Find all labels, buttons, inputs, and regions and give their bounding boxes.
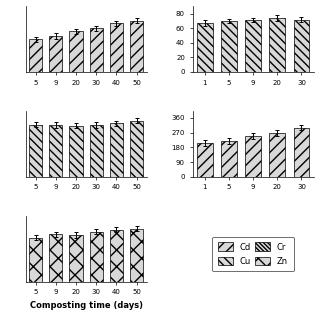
Bar <box>69 31 83 72</box>
Bar <box>130 228 143 282</box>
Bar <box>49 235 62 282</box>
Bar <box>197 143 212 177</box>
Bar <box>130 21 143 72</box>
Bar <box>90 125 103 177</box>
Bar <box>130 121 143 177</box>
Bar <box>29 238 42 282</box>
Bar <box>110 230 123 282</box>
Bar <box>269 18 285 72</box>
Bar <box>110 123 123 177</box>
Bar <box>221 141 237 177</box>
Bar <box>197 23 212 72</box>
Bar <box>69 235 83 282</box>
Bar <box>90 232 103 282</box>
Bar <box>49 125 62 177</box>
Legend: Cd, Cu, Cr, Zn: Cd, Cu, Cr, Zn <box>212 236 294 271</box>
Bar <box>49 36 62 72</box>
Bar <box>294 20 309 72</box>
Bar <box>90 28 103 72</box>
X-axis label: Composting time (days): Composting time (days) <box>30 301 143 310</box>
Bar <box>29 125 42 177</box>
Bar <box>269 133 285 177</box>
Bar <box>221 21 237 72</box>
Bar <box>245 136 261 177</box>
Bar <box>110 23 123 72</box>
Bar <box>29 39 42 72</box>
Bar <box>294 128 309 177</box>
Bar <box>245 20 261 72</box>
Bar <box>69 125 83 177</box>
